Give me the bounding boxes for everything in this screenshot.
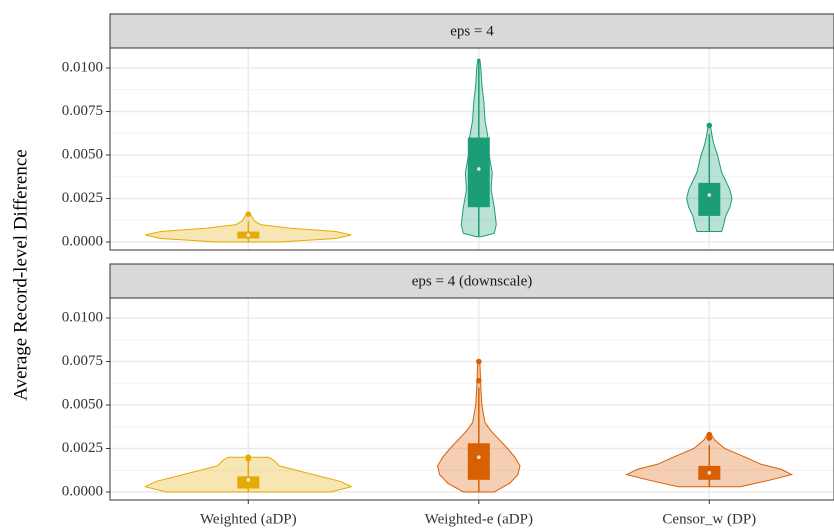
strip-title: eps = 4 (downscale): [412, 273, 533, 289]
median: [477, 455, 481, 459]
median: [707, 193, 712, 197]
outlier: [245, 211, 252, 217]
outlier: [476, 358, 482, 365]
median: [477, 167, 481, 171]
strip: [109, 13, 834, 49]
strip: [109, 263, 834, 299]
outlier: [706, 431, 713, 438]
y-tick-label: 0.0000: [62, 233, 103, 249]
y-tick-label: 0.0075: [62, 103, 103, 119]
y-tick-label: 0.0100: [62, 309, 103, 325]
strip-title: eps = 4: [450, 23, 494, 39]
panel-border: [109, 47, 834, 251]
outlier: [476, 377, 482, 384]
y-tick-label: 0.0025: [62, 190, 103, 206]
y-tick-label: 0.0075: [62, 353, 103, 369]
box: [698, 182, 721, 216]
y-tick-label: 0.0050: [62, 396, 103, 412]
median: [707, 471, 712, 475]
y-tick-label: 0.0025: [62, 440, 103, 456]
median: [246, 233, 251, 237]
y-axis-label: Average Record-level Difference: [10, 149, 31, 400]
box: [467, 137, 490, 208]
box: [467, 443, 490, 480]
y-tick-label: 0.0100: [62, 59, 103, 75]
panel-border: [109, 297, 834, 501]
median: [246, 478, 251, 482]
outlier: [245, 454, 252, 460]
outlier: [706, 122, 713, 129]
box: [237, 476, 260, 489]
y-tick-label: 0.0000: [62, 483, 103, 499]
x-tick-label: Censor_w (DP): [662, 511, 756, 527]
y-tick-label: 0.0050: [62, 146, 103, 162]
x-tick-label: Weighted-e (aDP): [425, 511, 533, 527]
x-tick-label: Weighted (aDP): [200, 511, 297, 527]
